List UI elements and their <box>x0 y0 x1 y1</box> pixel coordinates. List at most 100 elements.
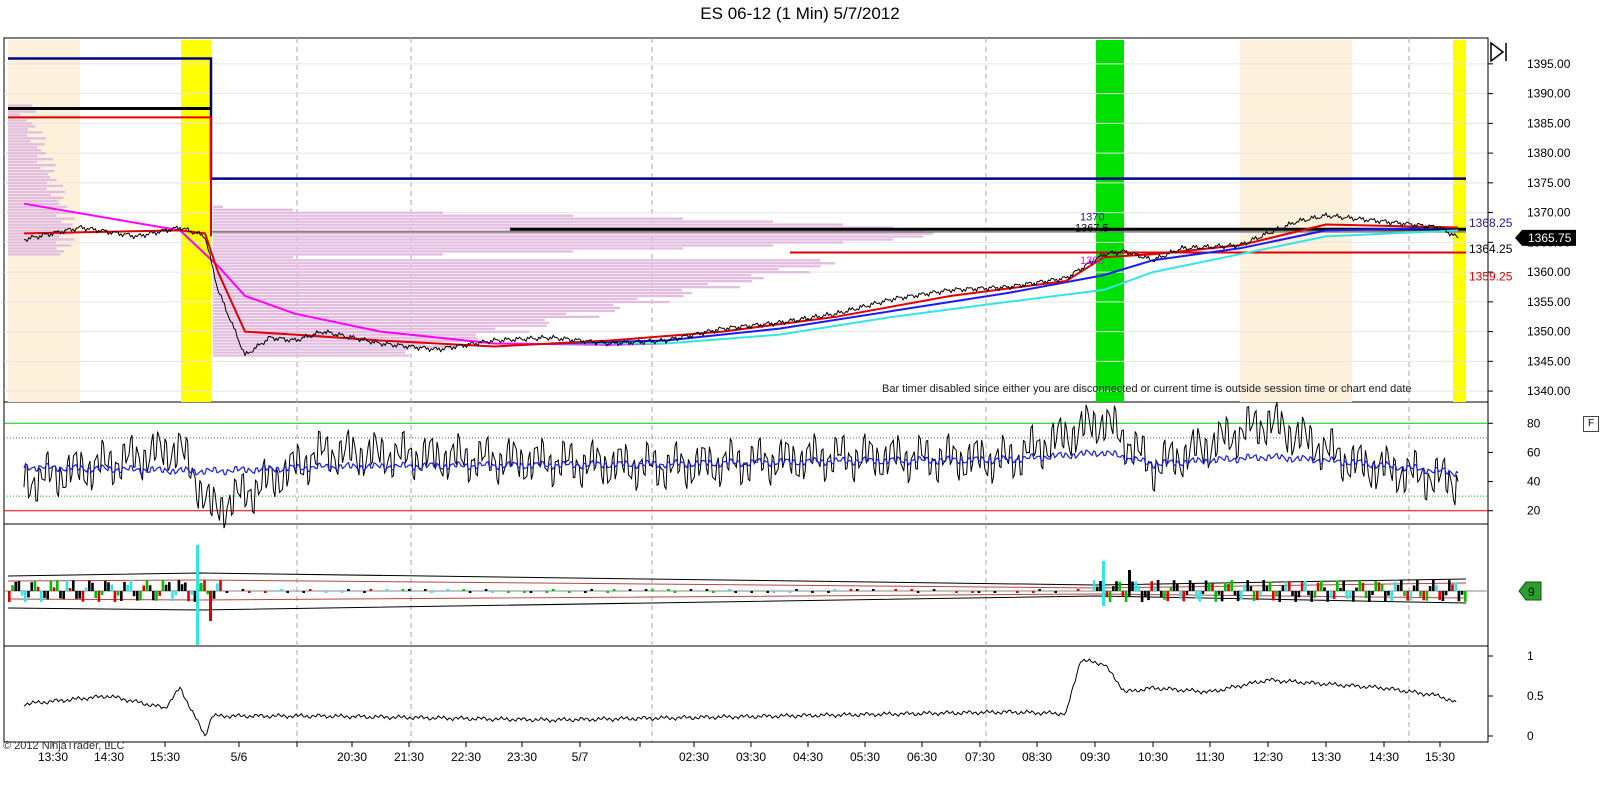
histogram-bar <box>827 591 830 593</box>
histogram-bar <box>1464 591 1467 602</box>
time-tick-label: 02:30 <box>679 750 709 764</box>
histogram-bar <box>1320 580 1323 591</box>
histogram-bar <box>20 591 24 596</box>
histogram-bar <box>264 591 267 593</box>
session-band-midday <box>1240 40 1352 402</box>
volume-profile-bar <box>8 181 47 185</box>
histogram-bar <box>1192 583 1195 591</box>
volume-profile-bar <box>213 342 426 345</box>
histogram-bar <box>8 591 11 602</box>
volume-profile-bar <box>213 291 692 295</box>
histogram-bar <box>628 589 632 591</box>
histogram-bar <box>1105 591 1109 598</box>
histogram-bar <box>1358 580 1361 591</box>
histogram-bar <box>94 591 97 598</box>
volume-profile-bar <box>8 169 55 173</box>
time-tick-label: 5/6 <box>231 750 248 764</box>
volume-profile-bar <box>213 324 547 327</box>
histogram-bar <box>49 580 53 591</box>
histogram-bar <box>772 591 776 593</box>
expand-toggle-icon[interactable] <box>1488 40 1512 64</box>
histogram-bar <box>184 582 187 591</box>
volume-profile-bar <box>8 208 57 211</box>
volume-profile-bar <box>213 318 545 321</box>
volume-profile-bar <box>8 199 59 202</box>
histogram-bar <box>1374 580 1377 591</box>
ema-mid-line <box>549 226 1459 345</box>
time-tick-label: 13:30 <box>1311 750 1341 764</box>
histogram-bar <box>1390 591 1393 601</box>
histogram-bar <box>24 591 27 602</box>
histogram-bar <box>872 589 875 591</box>
histogram-bar <box>206 591 209 595</box>
histogram-bar <box>529 591 533 593</box>
time-tick-label: 14:30 <box>1369 750 1399 764</box>
time-tick-label: 20:30 <box>337 750 367 764</box>
histogram-bar <box>286 591 289 593</box>
histogram-band-inner <box>7 579 1467 589</box>
volume-profile-bar <box>213 238 893 241</box>
histogram-bar <box>1144 591 1147 597</box>
volume-profile-bar <box>8 131 43 134</box>
level-label-1370: 1370 <box>1080 212 1104 224</box>
ratio-tick-label: 1 <box>1527 649 1534 663</box>
histogram-bar <box>81 591 85 602</box>
volume-profile-bar <box>213 244 773 247</box>
panel-f-button[interactable]: F <box>1583 416 1599 432</box>
time-tick-label: 14:30 <box>94 750 124 764</box>
histogram-bar <box>1444 591 1448 596</box>
bar-timer-message: Bar timer disabled since either you are … <box>882 383 1412 395</box>
volume-profile-bar <box>213 327 496 330</box>
volume-profile-bar <box>8 220 62 223</box>
time-tick-label: 11:30 <box>1195 750 1224 764</box>
histogram-bar <box>705 589 709 591</box>
volume-profile-bar <box>213 208 293 211</box>
histogram-bar <box>168 582 171 591</box>
volume-profile-bar <box>213 205 223 208</box>
histogram-bar <box>113 591 117 602</box>
histogram-bar <box>1137 585 1141 591</box>
histogram-bar <box>590 589 593 591</box>
histogram-bar <box>1396 584 1400 591</box>
histogram-value-label: 9 <box>1528 585 1535 599</box>
histogram-bar <box>545 591 549 593</box>
time-tick-label: 23:30 <box>507 750 537 764</box>
histogram-bar <box>667 589 670 591</box>
time-tick-label: 04:30 <box>793 750 823 764</box>
histogram-bar <box>1348 591 1352 599</box>
histogram-bar <box>187 591 190 602</box>
histogram-bar <box>1230 580 1233 591</box>
histogram-bar <box>62 591 65 599</box>
session-band-open <box>1096 40 1124 402</box>
histogram-bar <box>1313 591 1317 598</box>
oscillator-line <box>23 402 1459 529</box>
histogram-bar <box>1124 591 1128 602</box>
histogram-bar <box>164 584 168 591</box>
histogram-bar <box>462 589 465 591</box>
histogram-bar <box>849 589 853 591</box>
volume-profile-bar <box>213 223 843 226</box>
histogram-bar <box>523 591 526 593</box>
volume-profile-bar <box>213 351 406 354</box>
volume-profile-bar <box>8 128 29 131</box>
histogram-bar <box>1092 580 1096 591</box>
histogram-bar <box>811 591 814 593</box>
volume-profile-bar <box>8 223 73 226</box>
histogram-bar <box>1268 581 1272 591</box>
histogram-bar <box>30 582 33 591</box>
histogram-bar <box>161 580 165 591</box>
histogram-bar <box>52 587 56 591</box>
histogram-bar <box>1054 591 1057 593</box>
histogram-spike <box>1102 561 1105 606</box>
histogram-bar <box>1460 591 1464 595</box>
histogram-bar <box>1438 591 1441 600</box>
oscillator-tick-label: 60 <box>1527 445 1541 459</box>
histogram-bar <box>1323 587 1326 591</box>
price-tick-label: 1350.00 <box>1527 325 1571 339</box>
price-tick-label: 1375.00 <box>1527 176 1571 190</box>
volume-profile-bar <box>8 152 46 155</box>
histogram-bar <box>728 589 731 591</box>
price-tick-label: 1360.00 <box>1527 265 1571 279</box>
